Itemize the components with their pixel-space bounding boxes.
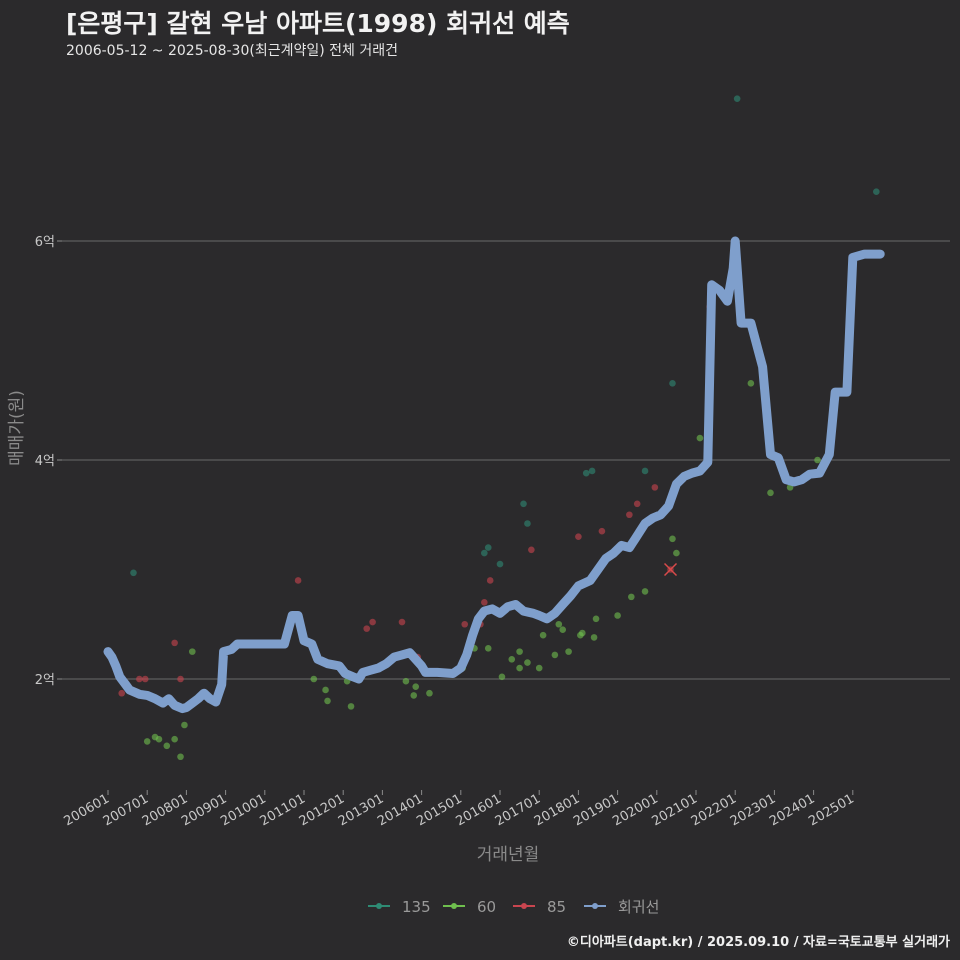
data-point-85 <box>575 533 582 540</box>
data-point-60 <box>516 664 523 672</box>
data-point-135 <box>733 95 741 102</box>
regression-line-layer <box>103 236 885 714</box>
data-point-60 <box>171 735 178 743</box>
legend-label: 60 <box>477 898 496 916</box>
legend: 135 60 85 회귀선 <box>368 898 659 916</box>
data-point-85 <box>171 639 178 647</box>
data-point-60 <box>508 655 516 663</box>
data-point-135 <box>641 467 649 475</box>
data-point-85 <box>626 511 633 519</box>
data-point-135 <box>130 569 137 577</box>
legend-label: 135 <box>402 898 431 916</box>
highlight-x-marker <box>663 562 678 577</box>
data-point-135 <box>588 467 596 475</box>
data-point-60 <box>747 380 755 387</box>
y-axis-label: 매매가(원) <box>7 390 27 466</box>
data-point-60 <box>155 735 163 743</box>
data-point-85 <box>363 625 371 632</box>
data-point-85 <box>136 675 143 683</box>
data-point-85 <box>598 527 606 535</box>
data-point-60 <box>484 645 492 652</box>
data-point-60 <box>163 742 171 750</box>
data-point-60 <box>402 677 410 685</box>
source-caption: ©디아파트(dapt.kr) / 2025.09.10 / 자료=국토교통부 실… <box>566 935 950 950</box>
data-point-60 <box>426 689 433 697</box>
data-point-60 <box>579 629 586 637</box>
data-point-85 <box>528 546 535 554</box>
data-point-60 <box>628 593 635 601</box>
data-point-85 <box>633 500 641 508</box>
legend-key-dot <box>592 903 598 909</box>
legend-label: 회귀선 <box>618 898 659 916</box>
data-point-85 <box>486 577 494 584</box>
data-point-85 <box>118 689 126 697</box>
x-tick-label: 202501 <box>806 791 856 829</box>
data-point-60 <box>565 648 572 655</box>
data-point-60 <box>324 697 331 705</box>
data-point-60 <box>177 753 184 761</box>
data-point-60 <box>410 692 418 699</box>
data-point-60 <box>498 673 506 681</box>
data-point-60 <box>590 634 598 641</box>
data-point-60 <box>539 631 547 639</box>
data-point-85 <box>461 620 469 628</box>
data-point-60 <box>524 659 531 666</box>
data-point-135 <box>484 544 492 551</box>
data-point-135 <box>582 469 590 477</box>
x-axis-ticks: 2006012007012008012009012010012011012012… <box>62 790 857 829</box>
data-point-85 <box>294 577 302 584</box>
data-point-60 <box>310 675 318 683</box>
y-axis-ticks: 2억 4억 6억 <box>35 235 62 688</box>
x-axis-label: 거래년월 <box>477 845 540 865</box>
data-point-60 <box>814 456 821 464</box>
data-point-135 <box>524 520 531 527</box>
y-tick-label: 2억 <box>35 673 55 688</box>
y-tick-label: 4억 <box>35 454 55 469</box>
data-point-85 <box>398 618 406 626</box>
data-point-60 <box>412 683 420 690</box>
data-point-85 <box>369 618 376 626</box>
data-point-60 <box>535 664 543 672</box>
data-point-85 <box>141 675 149 683</box>
data-point-60 <box>347 703 355 710</box>
data-point-60 <box>181 721 188 729</box>
chart-subtitle: 2006-05-12 ~ 2025-08-30(최근계약일) 전체 거래건 <box>66 43 398 59</box>
grid-lines <box>62 240 950 680</box>
legend-label: 85 <box>547 898 566 916</box>
data-point-60 <box>641 588 649 595</box>
data-point-60 <box>555 620 563 628</box>
data-point-135 <box>873 188 880 196</box>
data-point-60 <box>322 686 329 694</box>
legend-key-dot <box>521 903 527 909</box>
data-point-60 <box>551 651 559 659</box>
data-point-135 <box>481 549 488 557</box>
data-point-60 <box>559 626 567 634</box>
y-tick-label: 6억 <box>35 235 55 250</box>
data-point-135 <box>669 380 676 387</box>
data-point-60 <box>767 489 774 497</box>
regression-line <box>103 236 885 714</box>
data-point-85 <box>481 599 488 606</box>
data-point-60 <box>673 549 680 557</box>
legend-key-dot <box>376 903 382 909</box>
data-point-60 <box>669 535 676 543</box>
data-point-60 <box>614 612 621 619</box>
chart-title: [은평구] 갈현 우남 아파트(1998) 회귀선 예측 <box>66 9 570 38</box>
data-point-135 <box>496 560 504 568</box>
data-point-60 <box>188 648 196 655</box>
data-point-60 <box>143 738 151 745</box>
data-point-135 <box>520 500 527 508</box>
data-point-60 <box>516 648 523 655</box>
legend-key-dot <box>451 903 457 909</box>
data-point-60 <box>696 434 704 442</box>
data-point-85 <box>177 675 184 683</box>
data-point-85 <box>651 484 659 491</box>
data-point-60 <box>592 615 600 623</box>
